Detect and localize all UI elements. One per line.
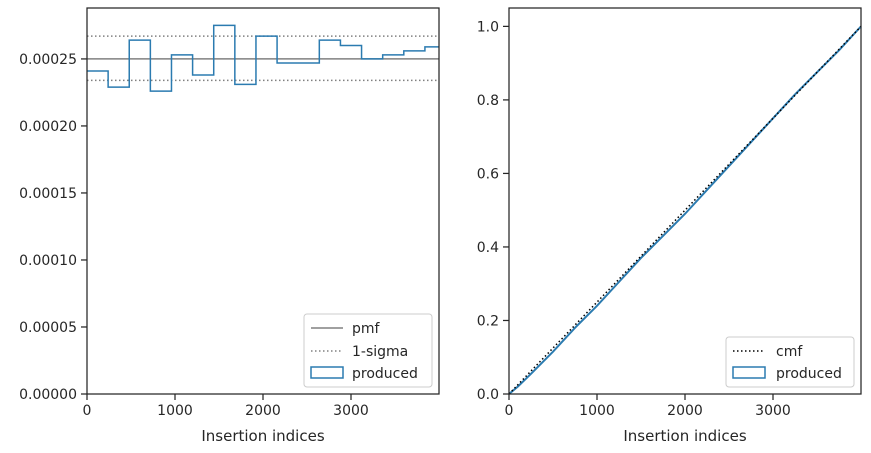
right-y-tick-label: 1.0: [477, 19, 499, 35]
right-series-layer: [508, 25, 862, 395]
legend-produced-label: produced: [776, 366, 842, 382]
right-y-tick-label: 0.4: [477, 240, 499, 256]
right-x-tick-label: 3000: [755, 403, 791, 419]
legend-cmf-label: cmf: [776, 344, 803, 360]
right-chart: 0 1000 2000 3000 0.0 0.2 0.4 0.6 0.8 1.0 Insertio…: [477, 7, 862, 445]
legend-produced-patch: [732, 366, 766, 379]
left-x-tick-label: 3000: [333, 403, 369, 419]
left-x-tick-label: 0: [83, 403, 92, 419]
left-legend-box: [303, 313, 433, 388]
right-y-tick-label: 0.2: [477, 313, 499, 329]
left-x-tick-label: 1000: [157, 403, 193, 419]
legend-produced-patch: [310, 366, 344, 379]
left-y-tick-label: 0.00020: [19, 119, 77, 135]
right-legend-box: [725, 336, 855, 388]
right-x-tick-label: 2000: [667, 403, 703, 419]
right-legend: cmf produced: [725, 336, 855, 388]
left-y-tick-label: 0.00025: [19, 52, 77, 68]
right-plot-area: [509, 8, 861, 394]
left-series-layer: [87, 24, 439, 92]
left-y-tick-label: 0.00005: [19, 320, 77, 336]
left-x-axis-label: Insertion indices: [201, 427, 324, 445]
left-legend: pmf 1-sigma produced: [303, 313, 433, 388]
left-y-tick-label: 0.00015: [19, 186, 77, 202]
right-y-tick-label: 0.8: [477, 93, 499, 109]
left-ticks-layer: 0 1000 2000 3000 0.00000 0.00005 0.00010 0.0001…: [19, 52, 369, 419]
right-x-tick-label: 1000: [579, 403, 615, 419]
produced-histogram: [87, 24, 439, 92]
right-y-tick-label: 0.0: [477, 387, 499, 403]
right-x-axis-label: Insertion indices: [623, 427, 746, 445]
legend-pmf-label: pmf: [352, 321, 381, 337]
left-chart: 0 1000 2000 3000 0.00000 0.00005 0.00010 0.0001…: [19, 7, 440, 445]
right-x-tick-label: 0: [505, 403, 514, 419]
right-y-tick-label: 0.6: [477, 166, 499, 182]
cmf-line: [508, 25, 862, 395]
left-x-tick-label: 2000: [245, 403, 281, 419]
right-ticks-layer: 0 1000 2000 3000 0.0 0.2 0.4 0.6 0.8 1.0: [477, 19, 791, 419]
produced-cumulative-line: [508, 25, 862, 395]
legend-produced-label: produced: [352, 366, 418, 382]
left-y-tick-label: 0.00000: [19, 387, 77, 403]
legend-sigma-label: 1-sigma: [352, 344, 408, 360]
left-y-tick-label: 0.00010: [19, 253, 77, 269]
